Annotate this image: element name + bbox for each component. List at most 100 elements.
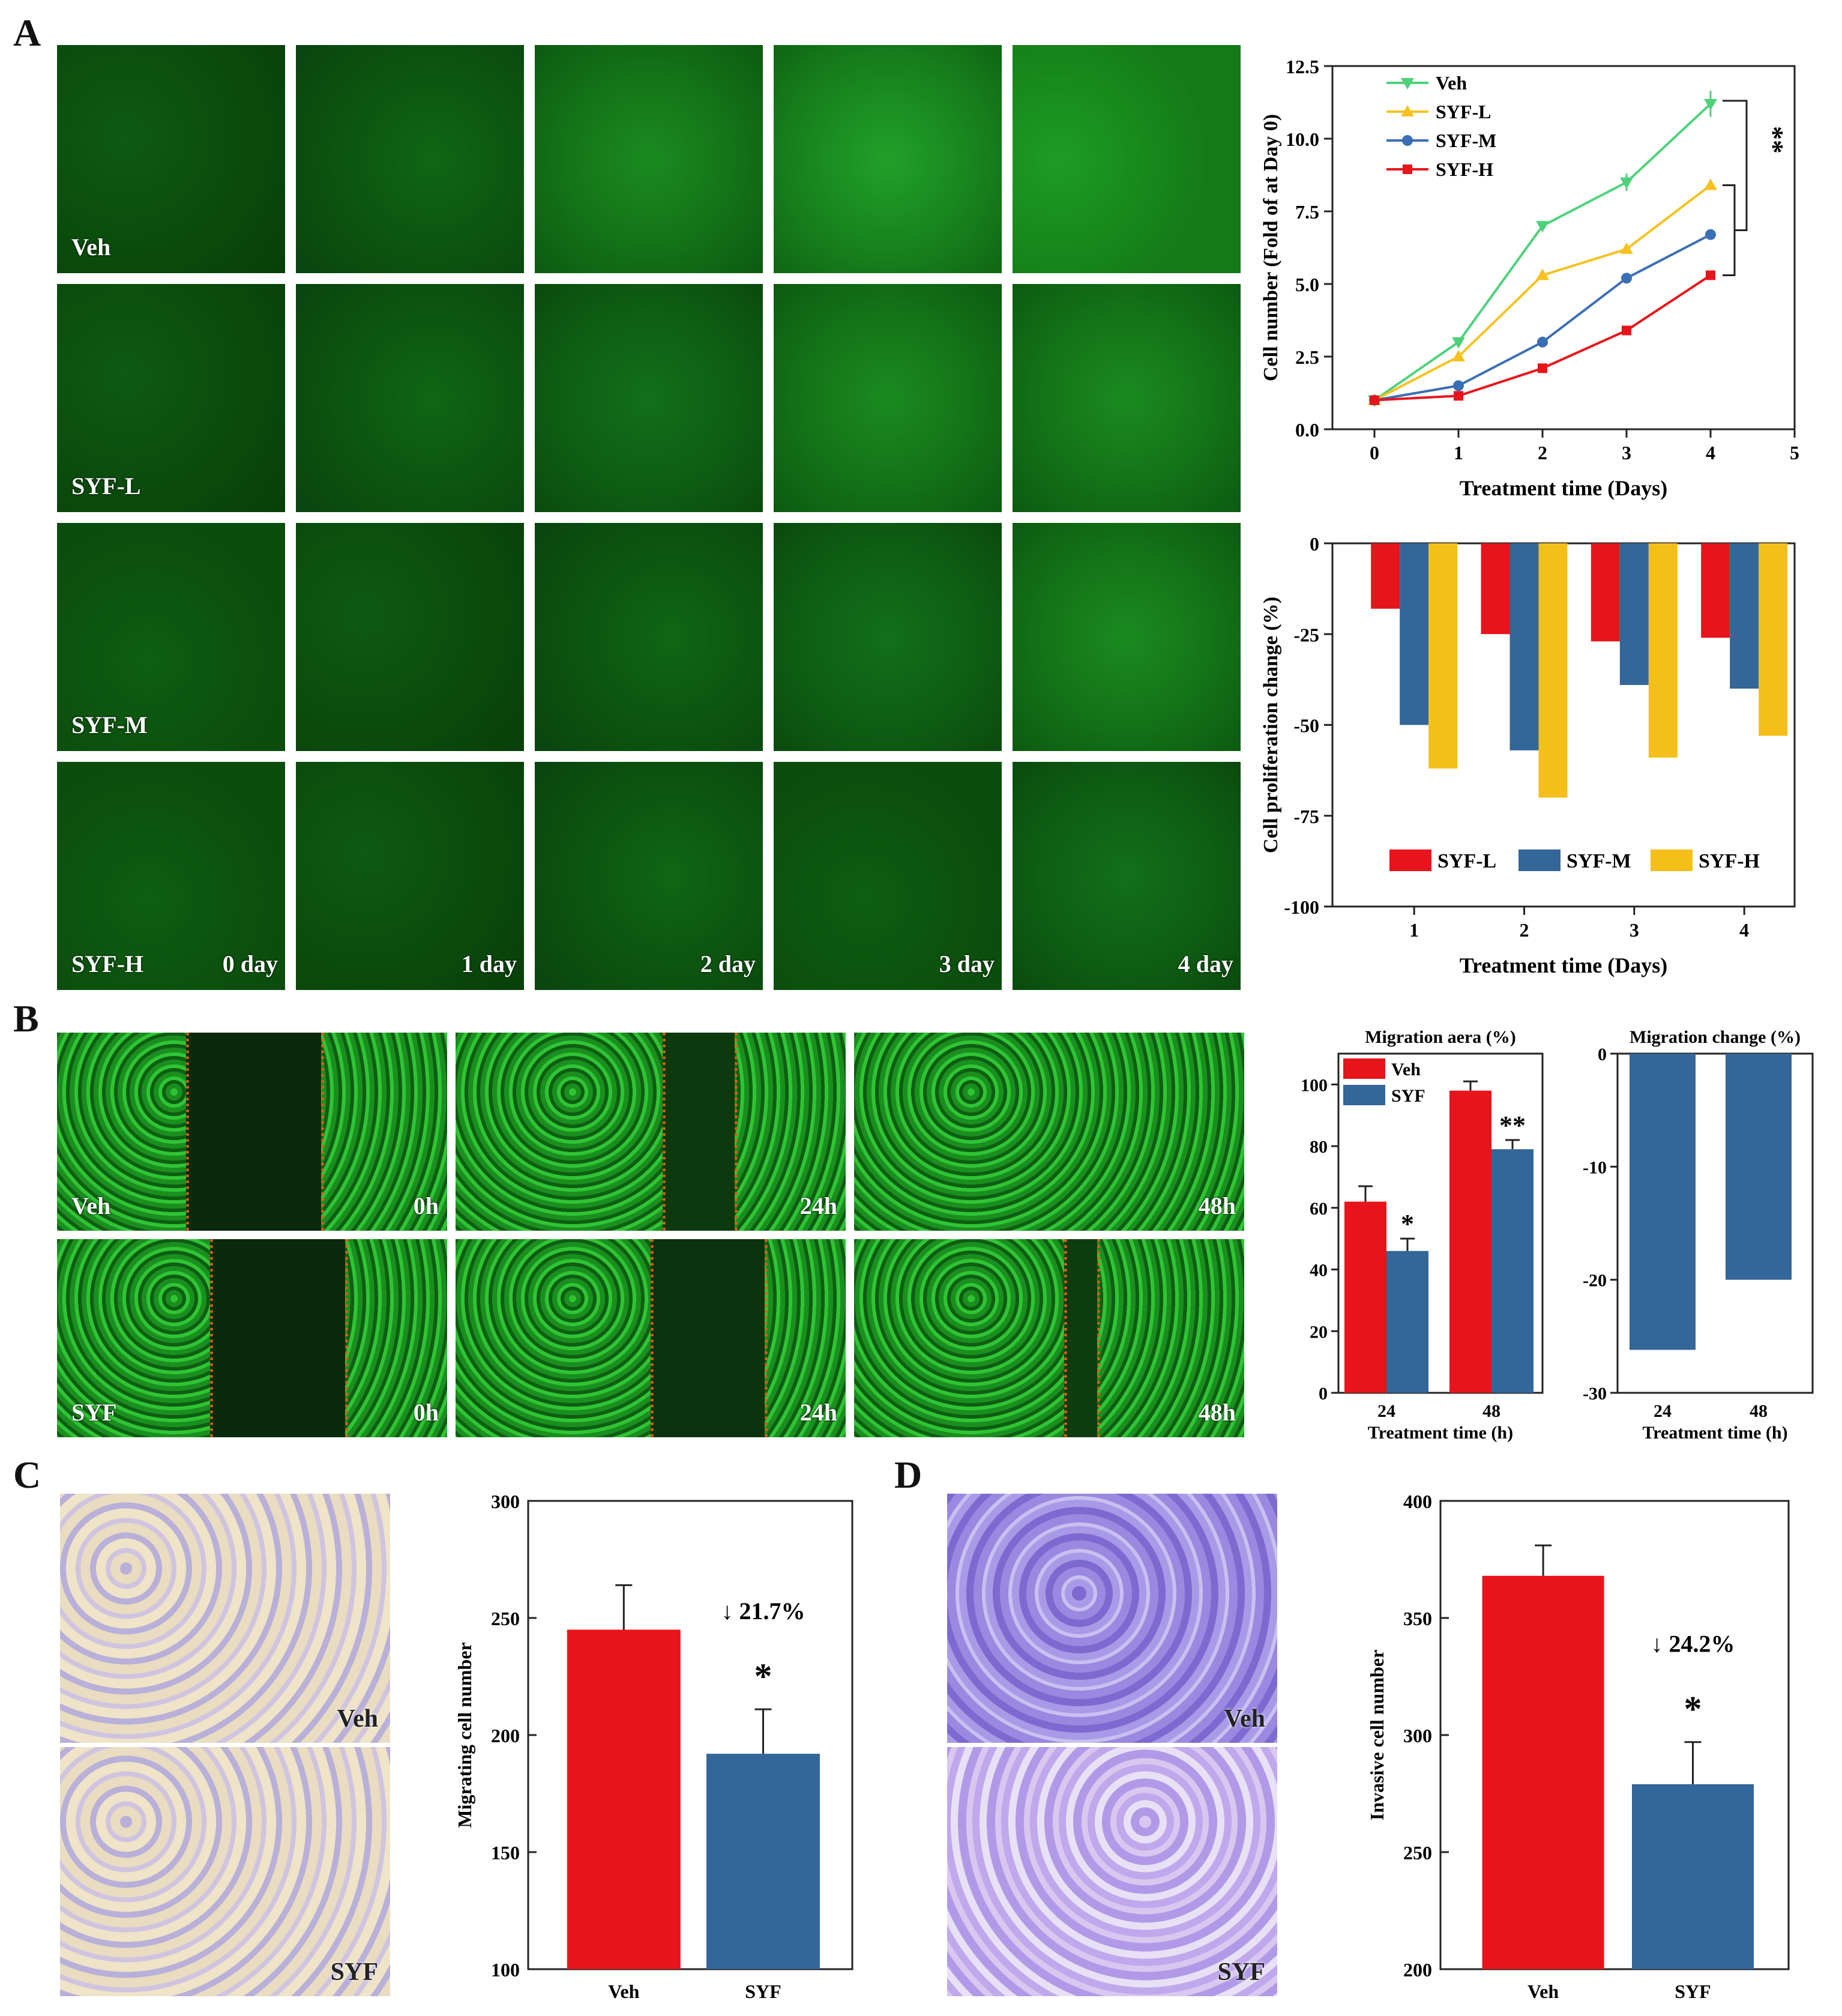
micrograph: 24h bbox=[456, 1239, 846, 1437]
y-tick-label: 200 bbox=[1403, 1959, 1432, 1981]
bar bbox=[1726, 1054, 1792, 1280]
y-tick-label: 0 bbox=[1598, 1045, 1607, 1064]
micrograph: 3 day bbox=[774, 762, 1002, 990]
label-veh: Veh bbox=[337, 1705, 378, 1733]
micrograph bbox=[774, 45, 1002, 273]
invasion-image-syf: SYF bbox=[947, 1747, 1277, 1996]
x-tick-label: 5 bbox=[1790, 442, 1799, 463]
legend-marker bbox=[1402, 135, 1413, 146]
x-tick-label: Veh bbox=[1527, 1981, 1559, 2002]
y-tick-label: 250 bbox=[1403, 1842, 1432, 1864]
bar-syf-m bbox=[1400, 543, 1429, 725]
y-tick-label: -75 bbox=[1293, 806, 1319, 827]
micrograph: SYF 0h bbox=[57, 1239, 447, 1437]
data-point bbox=[1538, 363, 1547, 373]
x-axis-label: Treatment time (h) bbox=[1368, 1423, 1513, 1443]
significance-mark: * bbox=[754, 1656, 772, 1696]
x-tick-label: SYF bbox=[1675, 1981, 1711, 2002]
micrograph bbox=[296, 523, 524, 751]
plot-frame bbox=[1337, 1052, 1544, 1394]
legend-label: SYF-M bbox=[1436, 130, 1496, 151]
y-tick-label: 100 bbox=[491, 1959, 520, 1981]
label-veh: Veh bbox=[1224, 1705, 1265, 1733]
bar-syf-l bbox=[1371, 543, 1400, 609]
data-point bbox=[1620, 242, 1633, 254]
y-tick-label: 2.5 bbox=[1295, 346, 1319, 368]
y-tick-label: -50 bbox=[1293, 715, 1319, 737]
panel-label-b: B bbox=[13, 997, 39, 1040]
micrograph: 4 day bbox=[1013, 762, 1241, 990]
data-point bbox=[1453, 380, 1464, 391]
data-point bbox=[1452, 337, 1465, 349]
migration-change-bar-chart: Migration change (%) 0 -10 -20 -30 24 48Treatm… bbox=[1583, 1027, 1814, 1443]
micrograph: SYF-H 0 day bbox=[57, 762, 285, 990]
micrograph bbox=[774, 523, 1002, 751]
invasion-image-veh: Veh bbox=[947, 1494, 1277, 1743]
micrograph: Veh 0h bbox=[57, 1033, 447, 1231]
row-label-syf-l: SYF-L bbox=[71, 472, 141, 499]
data-point bbox=[1537, 336, 1548, 348]
data-point bbox=[1705, 229, 1716, 240]
y-tick-label: 20 bbox=[1310, 1322, 1328, 1342]
micrograph: 1 day bbox=[296, 762, 524, 990]
significance-mark: * bbox=[1401, 1209, 1414, 1239]
series-line-veh bbox=[1373, 103, 1712, 402]
bar-syf-l bbox=[1591, 543, 1620, 642]
bar-syf bbox=[1386, 1251, 1428, 1393]
bar-veh bbox=[1344, 1201, 1386, 1393]
significance-mark: ** bbox=[1759, 126, 1789, 154]
legend-marker bbox=[1403, 164, 1412, 174]
x-tick-label: 3 bbox=[1630, 919, 1639, 941]
col-label-48h: 48h bbox=[1198, 1192, 1236, 1219]
x-axis-label: Treatment time (h) bbox=[1642, 1423, 1787, 1443]
data-point bbox=[1621, 273, 1632, 284]
bar-syf bbox=[1632, 1784, 1754, 1969]
micrograph bbox=[1013, 523, 1241, 751]
data-point bbox=[1370, 395, 1379, 405]
y-tick-label: 12.5 bbox=[1286, 56, 1319, 77]
col-label-0h: 0h bbox=[413, 1192, 439, 1219]
col-label-0h: 0h bbox=[413, 1399, 439, 1426]
micrograph bbox=[1013, 45, 1241, 273]
micrograph: Veh bbox=[57, 45, 285, 273]
bar-veh bbox=[1449, 1090, 1491, 1393]
y-tick-label: 350 bbox=[1403, 1608, 1432, 1629]
panel-label-d: D bbox=[894, 1453, 923, 1496]
plot-frame bbox=[1331, 65, 1796, 430]
y-tick-label: 0.0 bbox=[1295, 419, 1319, 441]
x-tick-label: SYF bbox=[745, 1981, 781, 2002]
row-label-syf: SYF bbox=[71, 1399, 117, 1426]
bar-syf-m bbox=[1509, 543, 1539, 750]
col-label-1-day: 1 day bbox=[461, 950, 517, 977]
legend-swatch bbox=[1343, 1085, 1385, 1105]
migration-area-bar-chart: Migration aera (%) 0 20 40 60 80 100 24 * 48 ** Veh… bbox=[1301, 1027, 1544, 1443]
micrograph bbox=[535, 284, 763, 512]
proliferation-change-bar-chart: 0 -25 -50 -75 -100 1 2 3 4 Treatment time (Days) C… bbox=[1260, 533, 1796, 977]
y-tick-label: 60 bbox=[1310, 1199, 1328, 1219]
col-label-0-day: 0 day bbox=[222, 950, 278, 977]
invasive-cell-bar-chart: 200 250 300 350 400 Veh SYF Invasive cell numbe… bbox=[1366, 1491, 1790, 2002]
y-tick-label: -30 bbox=[1583, 1384, 1607, 1404]
transwell-image-syf: SYF bbox=[60, 1747, 390, 1996]
col-label-4-day: 4 day bbox=[1178, 950, 1233, 977]
data-point bbox=[1622, 325, 1631, 336]
x-tick-label: 48 bbox=[1482, 1401, 1500, 1421]
micrograph: 2 day bbox=[535, 762, 763, 990]
x-tick-label: 4 bbox=[1706, 442, 1715, 463]
panel-label-c: C bbox=[13, 1453, 41, 1496]
data-point bbox=[1452, 350, 1465, 361]
significance-bracket bbox=[1723, 100, 1748, 231]
fluorescence-image-grid: Veh SYF-L SYF-M SYF-H 0 day 1 day 2 day 3… bbox=[57, 45, 1241, 990]
micrograph: SYF-M bbox=[57, 523, 285, 751]
data-point bbox=[1704, 98, 1717, 110]
x-tick-label: 1 bbox=[1454, 442, 1463, 463]
legend-swatch bbox=[1518, 850, 1561, 871]
y-tick-label: -10 bbox=[1583, 1157, 1607, 1177]
x-axis-label: Treatment time (Days) bbox=[1460, 476, 1668, 500]
transwell-image-veh: Veh bbox=[60, 1494, 390, 1743]
col-label-3-day: 3 day bbox=[939, 950, 995, 977]
legend-swatch bbox=[1651, 850, 1693, 871]
col-label-24h: 24h bbox=[799, 1399, 837, 1426]
migrating-cell-bar-chart: 100 150 200 250 300 Veh SYF Migrating cell numb… bbox=[454, 1491, 853, 2002]
y-axis-label: Migrating cell number bbox=[454, 1642, 475, 1827]
